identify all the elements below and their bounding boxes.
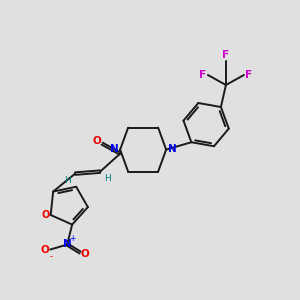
Text: F: F (200, 70, 206, 80)
Text: +: + (69, 234, 75, 243)
Text: O: O (93, 136, 101, 146)
Text: O: O (42, 210, 50, 220)
Text: -: - (50, 252, 53, 261)
Text: N: N (63, 238, 71, 249)
Text: O: O (41, 244, 50, 255)
Text: H: H (64, 176, 70, 185)
Text: N: N (110, 144, 118, 154)
Text: F: F (222, 50, 230, 60)
Text: F: F (245, 70, 253, 80)
Text: O: O (81, 249, 89, 259)
Text: H: H (104, 174, 110, 183)
Text: N: N (168, 144, 176, 154)
